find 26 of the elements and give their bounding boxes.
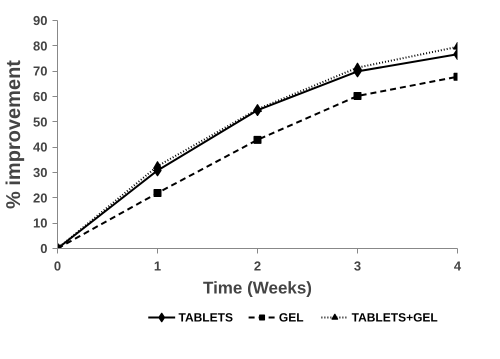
point: [353, 62, 362, 70]
point: [154, 189, 162, 198]
x-tick-label: 3: [354, 258, 362, 274]
legend-label: TABLETS: [178, 310, 233, 324]
x-tick-label: 2: [254, 258, 262, 274]
y-axis-title: % improvement: [3, 60, 26, 209]
y-tick-label: 80: [33, 38, 48, 54]
y-tick-label: 30: [33, 165, 48, 180]
y-tick-label: 10: [33, 216, 48, 231]
y-tick-label: 40: [33, 140, 48, 155]
legend-label: TABLETS+GEL: [352, 310, 438, 324]
x-tick-label: 0: [54, 258, 62, 274]
y-tick-label: 90: [33, 13, 48, 28]
x-axis-title: Time (Weeks): [203, 278, 312, 298]
y-tick-label: 0: [40, 241, 48, 256]
point: [354, 92, 362, 100]
x-tick-label: 1: [154, 258, 162, 274]
y-tick-label: 50: [33, 114, 48, 130]
y-tick-label: 20: [33, 190, 48, 206]
y-tick-label: 60: [33, 89, 48, 104]
point: [254, 136, 262, 144]
legend-label: GEL: [278, 310, 304, 324]
x-tick-label: 4: [454, 258, 462, 274]
point: [253, 104, 262, 112]
y-tick-label: 70: [33, 64, 48, 79]
point: [153, 161, 162, 169]
